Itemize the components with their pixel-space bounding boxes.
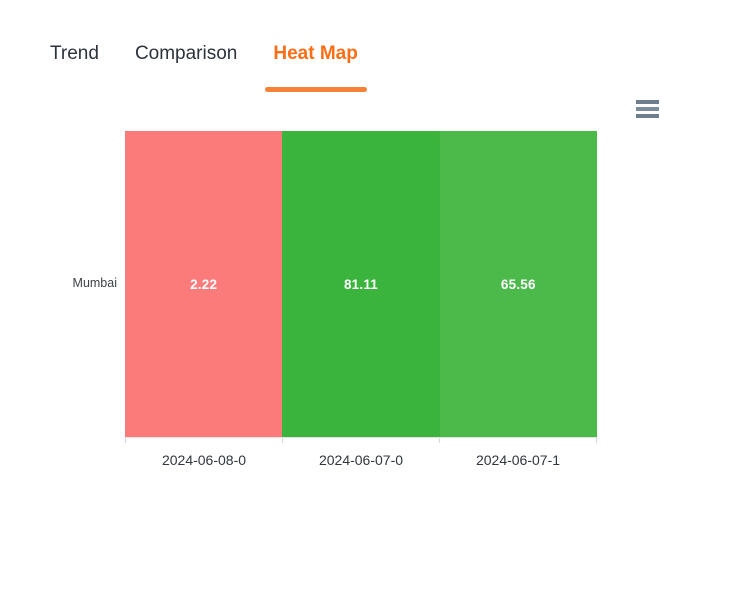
- heatmap-cell[interactable]: 65.56: [439, 131, 597, 437]
- tab-trend[interactable]: Trend: [50, 42, 99, 92]
- x-axis-label: 2024-06-07-1: [475, 452, 561, 468]
- hamburger-line: [635, 114, 659, 118]
- hamburger-line: [635, 107, 659, 111]
- tab-comparison-label: Comparison: [134, 43, 238, 64]
- tab-comparison[interactable]: Comparison: [135, 42, 237, 92]
- heatmap-cell[interactable]: 2.22: [125, 131, 283, 437]
- x-axis-label: 2024-06-07-0: [318, 452, 404, 468]
- heatmap-cell-value: 65.56: [500, 276, 536, 292]
- tab-heat-map-label: Heat Map: [273, 43, 358, 64]
- axis-tick: [439, 438, 440, 443]
- y-axis-label-mumbai: Mumbai: [72, 276, 117, 290]
- x-axis-label: 2024-06-08-0: [161, 452, 247, 468]
- heatmap-cell-value: 81.11: [343, 276, 379, 292]
- heatmap-cell-value: 2.22: [190, 276, 218, 292]
- tab-bar: Trend Comparison Heat Map: [50, 42, 367, 92]
- axis-tick: [282, 438, 283, 443]
- hamburger-line: [635, 100, 659, 104]
- heatmap-cell[interactable]: 81.11: [282, 131, 440, 437]
- active-tab-underline: [265, 87, 367, 92]
- toolbox-menu-button[interactable]: [633, 96, 661, 122]
- tab-heat-map[interactable]: Heat Map: [265, 42, 367, 92]
- x-axis-line: [125, 437, 598, 438]
- tab-trend-label: Trend: [50, 43, 99, 64]
- heatmap-grid: 2.22 81.11 65.56: [125, 131, 597, 437]
- axis-tick: [125, 438, 126, 443]
- axis-tick: [596, 438, 597, 443]
